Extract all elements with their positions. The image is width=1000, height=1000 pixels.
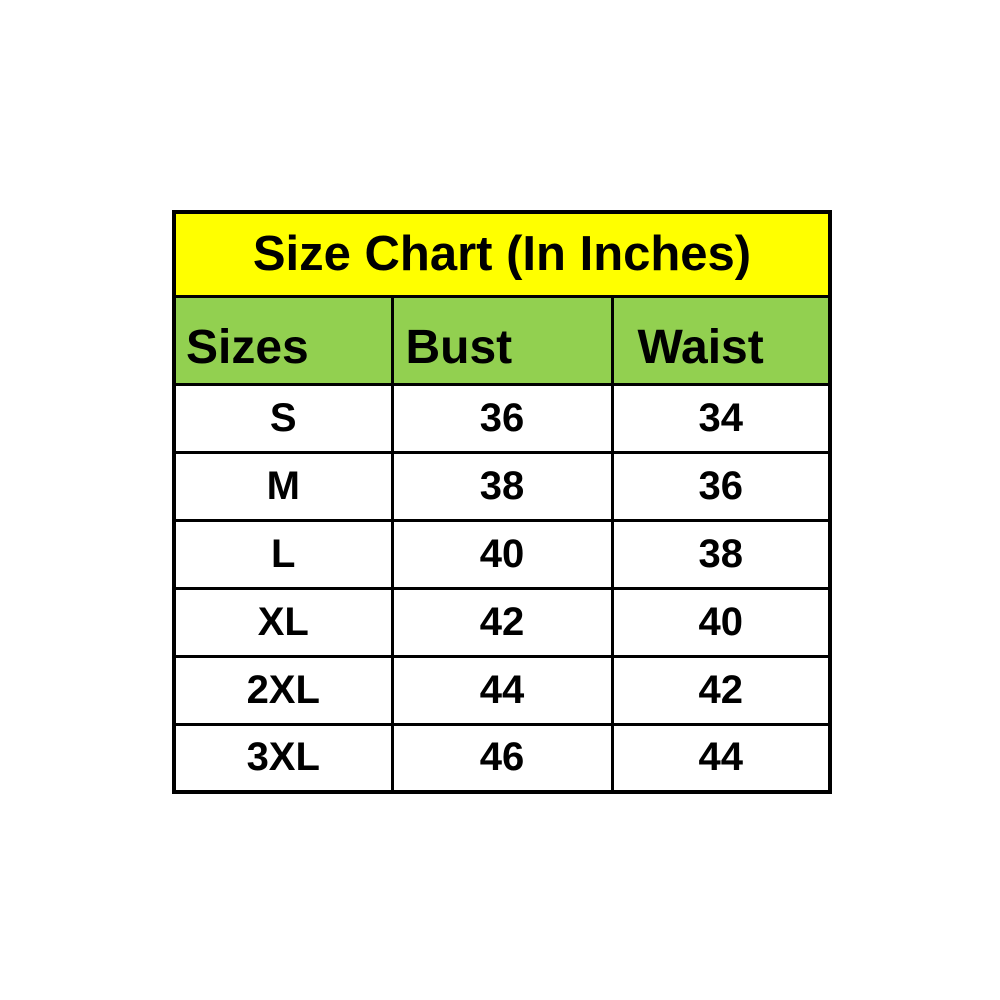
- size-label: XL: [172, 586, 394, 658]
- waist-value: 36: [610, 450, 832, 522]
- bust-value: 38: [390, 450, 614, 522]
- size-label: 3XL: [172, 722, 394, 794]
- waist-value: 40: [610, 586, 832, 658]
- column-header-sizes: Sizes: [172, 294, 394, 386]
- size-label: S: [172, 382, 394, 454]
- column-header-bust: Bust: [390, 294, 614, 386]
- size-chart-table: Size Chart (In Inches) Sizes Bust Waist …: [172, 210, 833, 794]
- waist-value: 38: [610, 518, 832, 590]
- table-row-2xl: 2XL 44 42: [172, 654, 832, 726]
- waist-value: 44: [610, 722, 832, 794]
- size-label: M: [172, 450, 394, 522]
- bust-value: 40: [390, 518, 614, 590]
- header-row: Sizes Bust Waist: [172, 294, 832, 386]
- waist-value: 34: [610, 382, 832, 454]
- bust-value: 42: [390, 586, 614, 658]
- waist-value: 42: [610, 654, 832, 726]
- chart-title: Size Chart (In Inches): [172, 210, 832, 298]
- table-row-m: M 38 36: [172, 450, 832, 522]
- bust-value: 36: [390, 382, 614, 454]
- size-label: 2XL: [172, 654, 394, 726]
- table-row-3xl: 3XL 46 44: [172, 722, 832, 794]
- table-row-s: S 36 34: [172, 382, 832, 454]
- column-header-waist: Waist: [610, 294, 832, 386]
- size-label: L: [172, 518, 394, 590]
- bust-value: 44: [390, 654, 614, 726]
- table-row-xl: XL 42 40: [172, 586, 832, 658]
- bust-value: 46: [390, 722, 614, 794]
- title-row: Size Chart (In Inches): [172, 210, 832, 298]
- table-row-l: L 40 38: [172, 518, 832, 590]
